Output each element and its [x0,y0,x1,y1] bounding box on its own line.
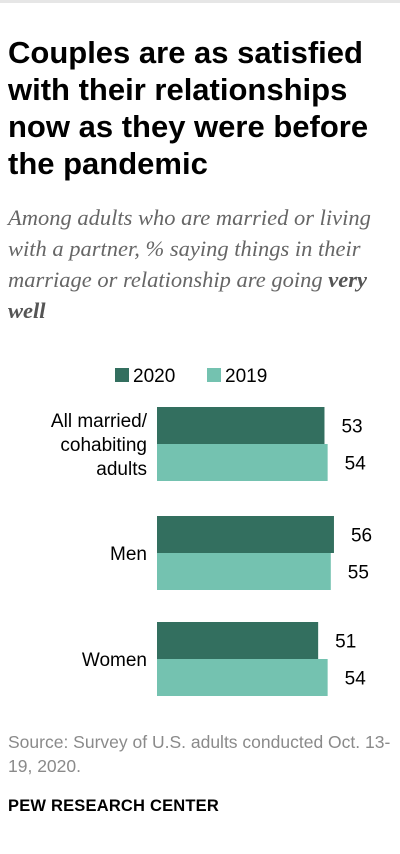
legend-label-2020: 2020 [133,366,175,387]
legend-swatch-2020 [115,368,129,382]
category-label-2: Women [82,650,147,671]
category-label-line: Women [82,650,147,671]
value-label-2020-0: 53 [341,417,362,438]
bar-2019-2 [157,659,328,696]
bar-2019-1 [157,553,331,590]
bar-2020-2 [157,622,319,659]
category-label-line: Men [110,544,147,565]
category-label-line: All married/ [51,411,148,432]
top-rule [0,0,400,3]
category-label-line: adults [96,459,147,480]
bar-chart: 2020 2019 53 54 All married/cohabiting adults… [51,366,372,696]
value-label-2019-0: 54 [345,454,367,475]
value-label-2020-1: 56 [351,526,372,547]
bar-2020-0 [157,407,325,444]
category-label-line: cohabiting [60,435,147,456]
pew-research-center-logo-text: PEW RESEARCH CENTER [8,797,219,815]
legend-label-2019: 2019 [225,366,267,387]
chart-subtitle: Among adults who are married or living w… [8,202,394,326]
bar-2019-0 [157,444,328,481]
subtitle-emphasis: very well [8,267,367,323]
category-label-0: All married/cohabiting adults [51,411,148,480]
category-label-1: Men [110,544,147,565]
value-label-2020-2: 51 [335,632,356,653]
value-label-2019-2: 54 [345,669,367,690]
legend-swatch-2019 [207,368,221,382]
subtitle-text: Among adults who are married or living w… [8,205,371,292]
chart-title: Couples are as satisfied with their rela… [8,35,369,181]
value-label-2019-1: 55 [348,563,369,584]
bar-2020-1 [157,516,334,553]
source-note: Source: Survey of U.S. adults conducted … [8,732,391,776]
